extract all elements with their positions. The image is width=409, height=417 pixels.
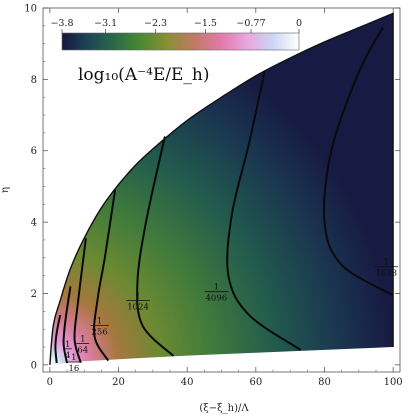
contours xyxy=(54,27,394,364)
contour-line-0 xyxy=(54,314,62,364)
contour-line-4 xyxy=(136,136,175,357)
contour-label-num: 1 xyxy=(80,334,85,344)
contour-labels: 141161641256110241409611638 xyxy=(63,258,399,374)
contour-line-5 xyxy=(226,71,302,351)
contour-label-num: 1 xyxy=(384,258,389,268)
contour-label-num: 1 xyxy=(97,317,102,327)
contour-line-1 xyxy=(62,286,72,364)
contour-line-3 xyxy=(93,189,117,362)
y-tick-label: 0 xyxy=(31,360,37,371)
contour-label-den: 1024 xyxy=(127,303,149,313)
x-tick-label: 100 xyxy=(384,377,403,388)
colorbar-title: log₁₀(A⁻⁴E/E_h) xyxy=(78,65,210,85)
colorbar-tick-label: 0 xyxy=(296,18,302,29)
y-tick-label: 6 xyxy=(31,146,37,157)
x-tick-label: 40 xyxy=(181,377,194,388)
domain-boundary xyxy=(49,12,394,365)
colorbar-tick-label: −3.8 xyxy=(50,18,73,29)
colorbar-ticks: −3.8 −3.1 −2.3 −1.5 −0.77 0 xyxy=(50,18,302,33)
contour-label-den: 256 xyxy=(92,328,108,338)
y-tick-label: 10 xyxy=(24,4,37,15)
x-tick-label: 20 xyxy=(112,377,125,388)
contour-line-2 xyxy=(73,238,87,364)
contour-label-den: 64 xyxy=(77,345,88,355)
colorbar-tick-label: −1.5 xyxy=(194,18,217,29)
x-tick-label: 0 xyxy=(47,377,53,388)
colorbar-tick-label: −0.77 xyxy=(236,18,265,29)
y-tick-label: 8 xyxy=(31,75,37,86)
contour-label-den: 1638 xyxy=(375,269,397,279)
y-tick-label: 2 xyxy=(31,289,37,300)
heatmap-field xyxy=(49,13,394,365)
contour-label-num: 1 xyxy=(135,292,140,302)
y-axis-title: η xyxy=(0,187,11,193)
contour-label-num: 1 xyxy=(214,283,219,293)
contour-line-6 xyxy=(323,27,394,297)
contour-label-den: 4096 xyxy=(206,294,228,304)
x-tick-label: 60 xyxy=(249,377,262,388)
colorbar: −3.8 −3.1 −2.3 −1.5 −0.77 0 log₁₀(A⁻⁴E/E_h) xyxy=(50,18,302,85)
colorbar-tick-label: −2.3 xyxy=(144,18,167,29)
contour-label-den: 4 xyxy=(65,351,70,361)
contour-label-num: 1 xyxy=(71,353,76,363)
x-axis: 0 20 40 60 80 100 xyxy=(47,8,403,388)
contour-label-den: 16 xyxy=(68,364,79,374)
contour-label-0: 14 xyxy=(63,340,72,361)
contour-label-num: 1 xyxy=(65,340,70,350)
contour-label-2: 164 xyxy=(76,334,90,355)
x-axis-title: (ξ−ξ_h)/Λ xyxy=(199,403,249,414)
contour-label-1: 116 xyxy=(67,353,81,374)
colorbar-gradient xyxy=(61,32,300,51)
x-tick-label: 80 xyxy=(318,377,331,388)
y-tick-label: 4 xyxy=(31,218,37,229)
colorbar-tick-label: −3.1 xyxy=(94,18,117,29)
